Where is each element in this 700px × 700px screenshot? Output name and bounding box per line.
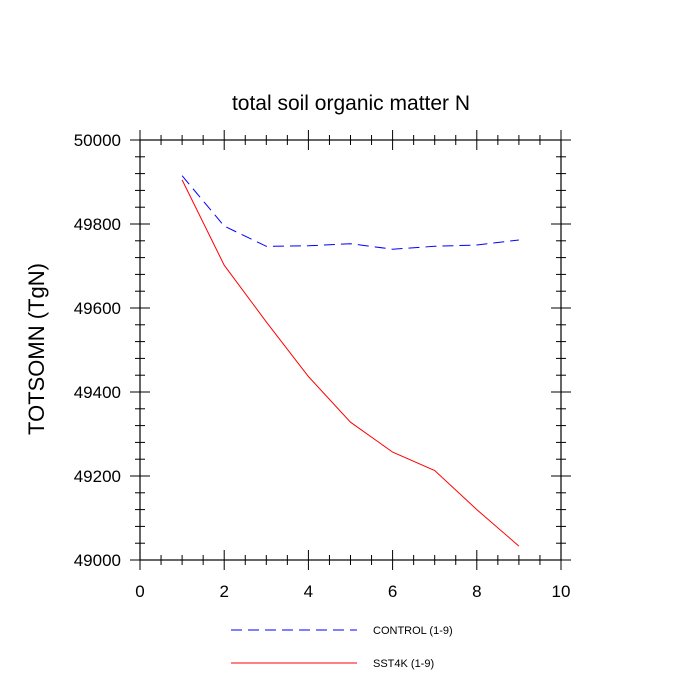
series-line-sst4k bbox=[181, 179, 520, 547]
y-tick-label: 49600 bbox=[74, 299, 121, 318]
y-tick-label: 50000 bbox=[74, 131, 121, 150]
plot-frame bbox=[139, 139, 562, 561]
y-tick-label: 49800 bbox=[74, 215, 121, 234]
chart-title: total soil organic matter N bbox=[232, 92, 470, 115]
axis-tick-labels: 0 2 4 6 8 10 49000 49200 49400 49600 49800 50000 bbox=[74, 131, 571, 601]
x-tick-label: 4 bbox=[304, 582, 313, 601]
x-tick-label: 2 bbox=[219, 582, 228, 601]
legend-label: SST4K (1-9) bbox=[373, 658, 434, 670]
axis-ticks bbox=[130, 130, 571, 570]
y-tick-label: 49200 bbox=[74, 467, 121, 486]
x-tick-label: 10 bbox=[552, 582, 571, 601]
legend-label: CONTROL (1-9) bbox=[373, 625, 453, 637]
x-tick-label: 6 bbox=[388, 582, 397, 601]
y-tick-label: 49400 bbox=[74, 383, 121, 402]
y-axis-label: TOTSOMN (TgN) bbox=[24, 263, 49, 435]
legend: CONTROL (1-9) SST4K (1-9) bbox=[231, 625, 453, 670]
y-tick-label: 49000 bbox=[74, 551, 121, 570]
x-tick-label: 8 bbox=[472, 582, 481, 601]
x-tick-label: 0 bbox=[135, 582, 144, 601]
series-lines bbox=[181, 175, 520, 547]
series-line-control bbox=[181, 175, 519, 250]
